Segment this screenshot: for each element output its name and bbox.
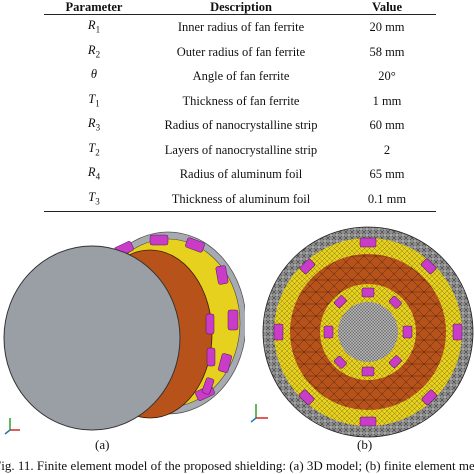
param-symbol: T1 [88,91,100,109]
param-description: Radius of nanocrystalline strip [164,118,318,133]
param-description: Outer radius of fan ferrite [176,44,306,59]
table-row: R1 Inner radius of fan ferrite 20 mm [44,15,436,40]
param-symbol: T2 [88,140,100,158]
table-row: R2 Outer radius of fan ferrite 58 mm [44,40,436,65]
param-value: 0.1 mm [338,186,436,212]
header-value: Value [338,0,436,15]
param-value: 60 mm [369,118,405,133]
param-description: Thickness of aluminum foil [144,186,338,212]
table-row: θ Angle of fan ferrite 20° [44,64,436,89]
header-parameter: Parameter [44,0,144,15]
header-description: Description [144,0,338,15]
figure-a-3d-model [3,231,245,435]
subfigure-label-a: (a) [95,437,110,452]
param-symbol: R3 [87,116,101,133]
param-value: 20° [378,69,396,84]
table-row: T3 Thickness of aluminum foil 0.1 mm [44,186,436,212]
mesh-ferrite-segments-inner [323,287,413,377]
ferrite-segments-front [201,313,216,395]
table-header-row: Parameter Description Value [44,0,436,15]
param-value: 20 mm [369,20,405,35]
table-row: R3 Radius of nanocrystalline strip 60 mm [44,113,436,138]
mesh-center [338,302,398,362]
param-symbol: R4 [87,165,101,182]
param-description: Thickness of fan ferrite [182,93,300,108]
axes-triad-icon-b [250,404,268,423]
figure-b-mesh [262,226,474,438]
param-symbol: θ [90,67,98,81]
aluminum-front-disk [3,245,181,431]
mesh-ferrite-segments-outer [273,237,463,427]
param-value: 58 mm [369,44,405,59]
param-value: 65 mm [369,167,405,182]
param-symbol: R1 [87,18,101,35]
parameter-table: Parameter Description Value R1 Inner rad… [44,0,436,212]
param-description: Radius of aluminum foil [179,167,303,182]
figure-caption: Fig. 11. Finite element model of the pro… [0,458,474,473]
param-value: 1 mm [372,93,402,108]
param-value: 2 [383,142,391,157]
param-description: Inner radius of fan ferrite [177,20,305,35]
axes-triad-icon [4,418,20,435]
param-symbol: R2 [87,42,101,60]
table-row: T2 Layers of nanocrystalline strip 2 [44,138,436,163]
param-description: Layers of nanocrystalline strip [164,142,318,157]
param-description: Angle of fan ferrite [192,69,290,84]
param-symbol: T3 [44,186,144,212]
table-row: T1 Thickness of fan ferrite 1 mm [44,89,436,114]
subfigure-label-b: (b) [357,437,373,452]
table-row: R4 Radius of aluminum foil 65 mm [44,162,436,187]
